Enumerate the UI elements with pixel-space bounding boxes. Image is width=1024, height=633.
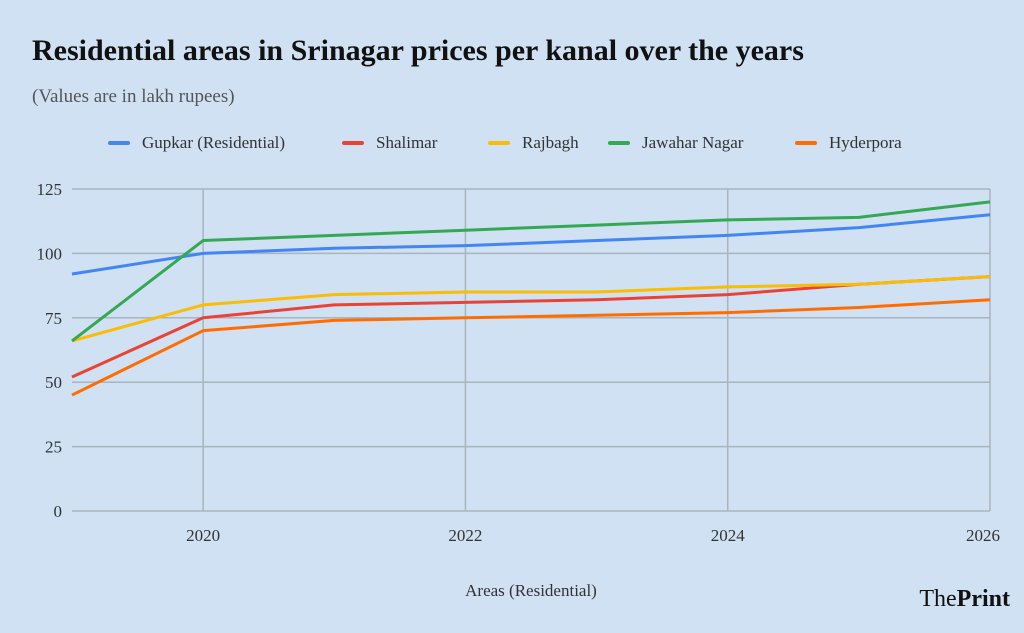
legend-label: Shalimar — [376, 133, 438, 152]
y-tick-label: 50 — [45, 373, 62, 392]
legend-label: Rajbagh — [522, 133, 579, 152]
legend-item: Rajbagh — [488, 133, 579, 153]
legend-item: Shalimar — [342, 133, 437, 153]
x-tick-label: 2024 — [711, 526, 746, 545]
chart-subtitle: (Values are in lakh rupees) — [32, 86, 235, 107]
legend-label: Gupkar (Residential) — [142, 133, 286, 152]
y-tick-label: 0 — [54, 502, 63, 521]
legend-item: Hyderpora — [795, 133, 902, 153]
logo-the: The — [919, 586, 957, 612]
series-line-gupkar-residential — [71, 213, 991, 276]
legend-swatch — [608, 141, 630, 145]
x-tick-label: 2020 — [186, 526, 220, 545]
legend-label: Jawahar Nagar — [642, 133, 744, 152]
y-tick-label: 75 — [45, 309, 62, 328]
x-tick-label: 2026 — [966, 526, 1000, 545]
legend-item: Jawahar Nagar — [608, 133, 743, 153]
legend-swatch — [342, 141, 364, 145]
legend-label: Hyderpora — [829, 133, 902, 152]
theprint-logo: ThePrint — [919, 586, 1010, 613]
y-tick-label: 100 — [37, 244, 63, 263]
chart-title: Residential areas in Srinagar prices per… — [32, 34, 804, 67]
legend: Gupkar (Residential) Shalimar Rajbagh Jawah… — [0, 133, 1024, 155]
y-tick-label: 25 — [45, 438, 62, 457]
legend-swatch — [108, 141, 130, 145]
series-line-hyderpora — [71, 298, 991, 397]
y-tick-label: 125 — [37, 180, 63, 199]
legend-swatch — [795, 141, 817, 145]
x-axis-title: Areas (Residential) — [465, 581, 597, 600]
x-tick-label: 2022 — [448, 526, 482, 545]
legend-swatch — [488, 141, 510, 145]
series-line-rajbagh — [71, 275, 991, 343]
series-line-jawahar-nagar — [71, 200, 991, 343]
logo-print: Print — [956, 586, 1010, 612]
legend-item: Gupkar (Residential) — [108, 133, 285, 153]
